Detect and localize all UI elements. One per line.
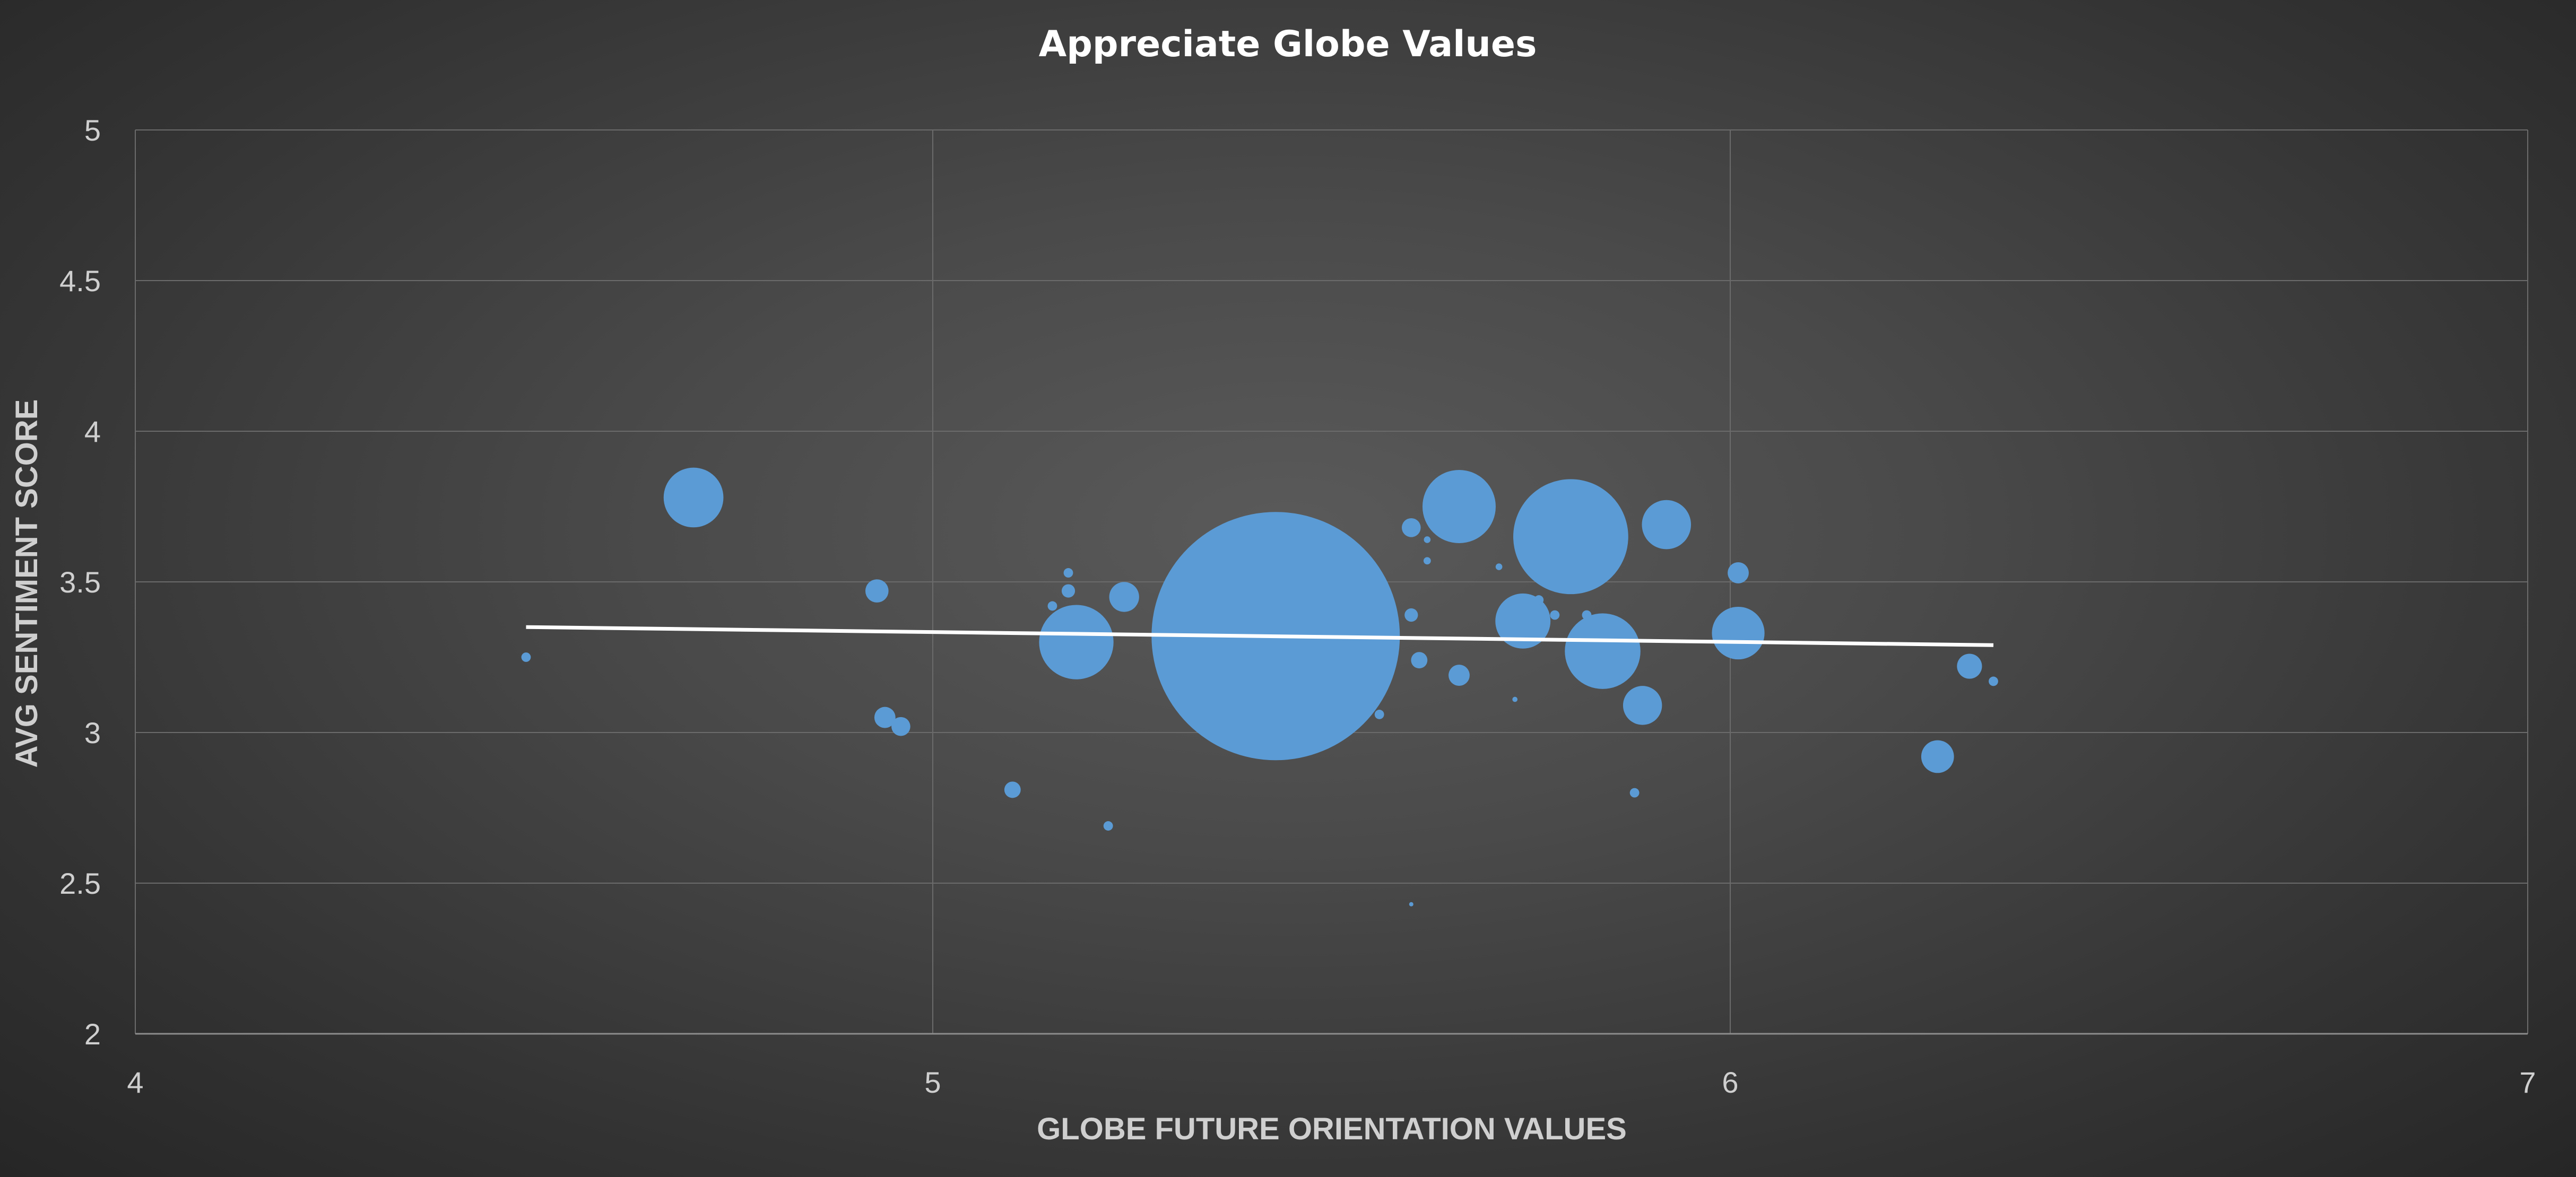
bubble: [1422, 469, 1496, 544]
bubble: [1957, 653, 1982, 679]
bubble: [1424, 536, 1431, 543]
x-axis-title: GLOBE FUTURE ORIENTATION VALUES: [1037, 1112, 1627, 1146]
bubble: [1409, 902, 1413, 906]
bubble: [1550, 610, 1560, 620]
y-tick-label: 2.5: [59, 867, 101, 900]
y-tick-label: 2: [84, 1017, 101, 1051]
x-tick-label: 7: [2519, 1066, 2536, 1099]
bubble: [1921, 740, 1954, 773]
x-tick-label: 4: [127, 1066, 143, 1099]
bubble: [1642, 500, 1692, 550]
y-tick-label: 4.5: [59, 264, 101, 298]
x-tick-label: 5: [924, 1066, 941, 1099]
bubble: [1513, 479, 1628, 595]
horizontal-gridlines: [135, 129, 2528, 884]
bubble: [1039, 605, 1114, 679]
bubble: [1495, 593, 1551, 649]
y-tick-label: 5: [84, 114, 101, 147]
bubble: [1103, 821, 1113, 831]
vertical-gridlines: [135, 130, 2528, 1034]
x-tick-label: 6: [1722, 1066, 1738, 1099]
bubble: [1629, 788, 1640, 798]
bubble: [1728, 562, 1749, 583]
bubble: [1411, 652, 1428, 669]
bubble: [1512, 696, 1518, 702]
chart-title: Appreciate Globe Values: [1039, 23, 1537, 65]
bubble: [1712, 606, 1765, 660]
bubble: [1565, 613, 1641, 689]
bubble: [663, 467, 724, 528]
bubble: [1109, 582, 1139, 612]
y-tick-label: 3.5: [59, 565, 101, 599]
bubble: [521, 652, 531, 662]
bubble: [1061, 584, 1075, 598]
bubble: [1004, 781, 1021, 798]
y-tick-label: 4: [84, 415, 101, 448]
x-tick-labels: 4 5 6 7: [127, 1066, 2536, 1099]
y-tick-labels: 2 2.5 3 3.5 4 4.5 5: [59, 114, 101, 1051]
bubble: [1989, 676, 1998, 686]
bubble: [1582, 610, 1592, 620]
bubble: [1423, 557, 1431, 565]
bubble: [1063, 568, 1073, 578]
bubble: [874, 707, 896, 728]
bubble: [1401, 518, 1421, 537]
bubble: [1047, 601, 1057, 611]
bubble: [865, 579, 889, 603]
bubble: [1623, 686, 1662, 725]
bubble: [1404, 608, 1418, 622]
bubble: [1449, 665, 1470, 686]
bubble: [891, 717, 910, 736]
y-axis-title: AVG SENTIMENT SCORE: [10, 399, 44, 768]
bubble: [1495, 563, 1503, 570]
trendline: [526, 625, 1994, 647]
bubble: [1374, 710, 1384, 719]
y-tick-label: 3: [84, 716, 101, 749]
bubble-series: [521, 467, 1998, 906]
bubble: [1534, 595, 1544, 605]
